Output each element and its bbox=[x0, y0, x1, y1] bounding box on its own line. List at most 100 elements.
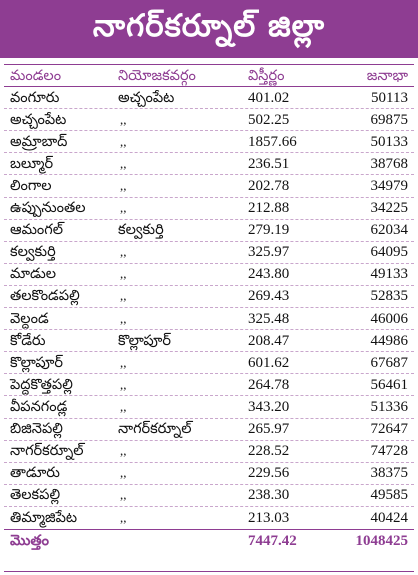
area-cell: 202.78 bbox=[248, 178, 290, 195]
table-row: కోడేరు కొల్లాపూర్ 208.47 44986 bbox=[4, 330, 414, 353]
area-cell: 264.78 bbox=[248, 376, 290, 393]
table-row: తిమ్మాజిపేట,, 213.03 40424 bbox=[4, 507, 414, 529]
population-cell: 38768 bbox=[370, 155, 409, 172]
population-cell: 38375 bbox=[370, 465, 409, 482]
mandal-cell: అమ్రాబాద్ bbox=[10, 133, 68, 150]
population-cell: 52835 bbox=[370, 288, 409, 305]
area-cell: 229.56 bbox=[248, 465, 290, 482]
table-row: ఆమంగల్ కల్వకుర్తి 279.19 62034 bbox=[4, 220, 414, 242]
population-cell: 46006 bbox=[370, 310, 409, 327]
population-cell: 34225 bbox=[370, 200, 409, 217]
constituency-cell: ,, bbox=[120, 244, 127, 260]
table-row: కొల్లాపూర్,, 601.62 67687 bbox=[4, 352, 414, 375]
constituency-cell: ,, bbox=[120, 376, 127, 392]
total-area: 7447.42 bbox=[248, 532, 297, 549]
table-row: తెలకపల్లి,, 238.30 49585 bbox=[4, 485, 414, 507]
population-cell: 50133 bbox=[370, 133, 409, 150]
district-table: మండలం నియోజకవర్గం విస్తీర్ణం జనాభా వంగూర… bbox=[4, 64, 414, 572]
table-row: కల్వకుర్తి,, 325.97 64095 bbox=[4, 242, 414, 264]
constituency-cell: కొల్లాపూర్ bbox=[118, 332, 171, 349]
constituency-cell: ,, bbox=[120, 200, 127, 216]
constituency-cell: ,, bbox=[120, 465, 127, 481]
mandal-cell: ఆమంగల్ bbox=[10, 222, 63, 239]
header-population: జనాభా bbox=[366, 67, 408, 84]
mandal-cell: మాడుల bbox=[10, 266, 57, 283]
constituency-cell: ,, bbox=[120, 266, 127, 282]
population-cell: 67687 bbox=[370, 354, 409, 371]
population-cell: 72647 bbox=[370, 421, 409, 438]
total-population: 1048425 bbox=[355, 532, 409, 549]
constituency-cell: ,, bbox=[120, 509, 127, 525]
area-cell: 325.48 bbox=[248, 310, 290, 327]
population-cell: 51336 bbox=[370, 398, 409, 415]
area-cell: 601.62 bbox=[248, 354, 290, 371]
area-cell: 236.51 bbox=[248, 155, 290, 172]
header-mandal: మండలం bbox=[10, 67, 62, 84]
table-header-row: మండలం నియోజకవర్గం విస్తీర్ణం జనాభా bbox=[4, 65, 414, 88]
mandal-cell: ఉప్పునుంతల bbox=[10, 200, 86, 217]
area-cell: 228.52 bbox=[248, 443, 290, 460]
mandal-cell: వంగూరు bbox=[10, 89, 60, 106]
constituency-cell: ,, bbox=[120, 111, 127, 127]
area-cell: 1857.66 bbox=[248, 133, 297, 150]
total-label: మొత్తం bbox=[10, 532, 49, 549]
area-cell: 279.19 bbox=[248, 222, 290, 239]
mandal-cell: తాడూరు bbox=[10, 465, 60, 482]
table-row: బిజినెపల్లి నాగర్‌కర్నూల్ 265.97 72647 bbox=[4, 419, 414, 441]
mandal-cell: తిమ్మాజిపేట bbox=[10, 509, 78, 526]
population-cell: 69875 bbox=[370, 111, 409, 128]
constituency-cell: ,, bbox=[120, 354, 127, 370]
area-cell: 213.03 bbox=[248, 509, 290, 526]
table-row: లింగాల,, 202.78 34979 bbox=[4, 175, 414, 198]
area-cell: 238.30 bbox=[248, 487, 290, 504]
population-cell: 64095 bbox=[370, 244, 409, 261]
area-cell: 212.88 bbox=[248, 200, 290, 217]
table-row: ఉప్పునుంతల,, 212.88 34225 bbox=[4, 198, 414, 220]
constituency-cell: ,, bbox=[120, 178, 127, 194]
table-row: తలకొండపల్లి,, 269.43 52835 bbox=[4, 286, 414, 309]
constituency-cell: ,, bbox=[120, 310, 127, 326]
population-cell: 44986 bbox=[370, 332, 409, 349]
constituency-cell: నాగర్‌కర్నూల్ bbox=[118, 421, 192, 438]
table-body: వంగూరు అచ్చంపేట 401.02 50113 అచ్చంపేట,, 502.2… bbox=[4, 87, 414, 529]
mandal-cell: లింగాల bbox=[10, 178, 52, 195]
mandal-cell: కల్వకుర్తి bbox=[10, 244, 56, 261]
table-row: వీపనగండ్ల,, 343.20 51336 bbox=[4, 396, 414, 419]
table-row: మాడుల,, 243.80 49133 bbox=[4, 264, 414, 286]
mandal-cell: వెల్దండ bbox=[10, 310, 49, 327]
table-row: అమ్రాబాద్,, 1857.66 50133 bbox=[4, 131, 414, 154]
population-cell: 40424 bbox=[370, 509, 409, 526]
header-area: విస్తీర్ణం bbox=[248, 67, 285, 84]
mandal-cell: నాగర్‌కర్నూల్ bbox=[10, 443, 84, 460]
table-row: వెల్దండ,, 325.48 46006 bbox=[4, 308, 414, 331]
population-cell: 74728 bbox=[370, 443, 409, 460]
population-cell: 49585 bbox=[370, 487, 409, 504]
area-cell: 269.43 bbox=[248, 288, 290, 305]
area-cell: 208.47 bbox=[248, 332, 290, 349]
constituency-cell: ,, bbox=[120, 288, 127, 304]
area-cell: 502.25 bbox=[248, 111, 290, 128]
page-title: నాగర్‌కర్నూల్ జిల్లా bbox=[92, 7, 326, 44]
population-cell: 50113 bbox=[371, 89, 408, 106]
title-banner: నాగర్‌కర్నూల్ జిల్లా bbox=[0, 0, 418, 58]
header-constituency: నియోజకవర్గం bbox=[118, 67, 196, 84]
mandal-cell: కొల్లాపూర్ bbox=[10, 354, 63, 371]
population-cell: 34979 bbox=[370, 178, 409, 195]
table-row: తాడూరు,, 229.56 38375 bbox=[4, 463, 414, 485]
table-row: వంగూరు అచ్చంపేట 401.02 50113 bbox=[4, 87, 414, 110]
table-row: బల్మూర్,, 236.51 38768 bbox=[4, 153, 414, 176]
mandal-cell: తలకొండపల్లి bbox=[10, 288, 80, 305]
population-cell: 56461 bbox=[370, 376, 409, 393]
constituency-cell: అచ్చంపేట bbox=[118, 89, 175, 106]
mandal-cell: కోడేరు bbox=[10, 332, 46, 349]
constituency-cell: ,, bbox=[120, 133, 127, 149]
area-cell: 265.97 bbox=[248, 421, 290, 438]
area-cell: 401.02 bbox=[248, 89, 290, 106]
mandal-cell: పెద్దకొత్తపల్లి bbox=[10, 376, 73, 393]
area-cell: 343.20 bbox=[248, 398, 290, 415]
table-row: పెద్దకొత్తపల్లి,, 264.78 56461 bbox=[4, 374, 414, 397]
population-cell: 49133 bbox=[370, 266, 409, 283]
mandal-cell: బిజినెపల్లి bbox=[10, 421, 63, 438]
constituency-cell: ,, bbox=[120, 487, 127, 503]
population-cell: 62034 bbox=[370, 222, 409, 239]
